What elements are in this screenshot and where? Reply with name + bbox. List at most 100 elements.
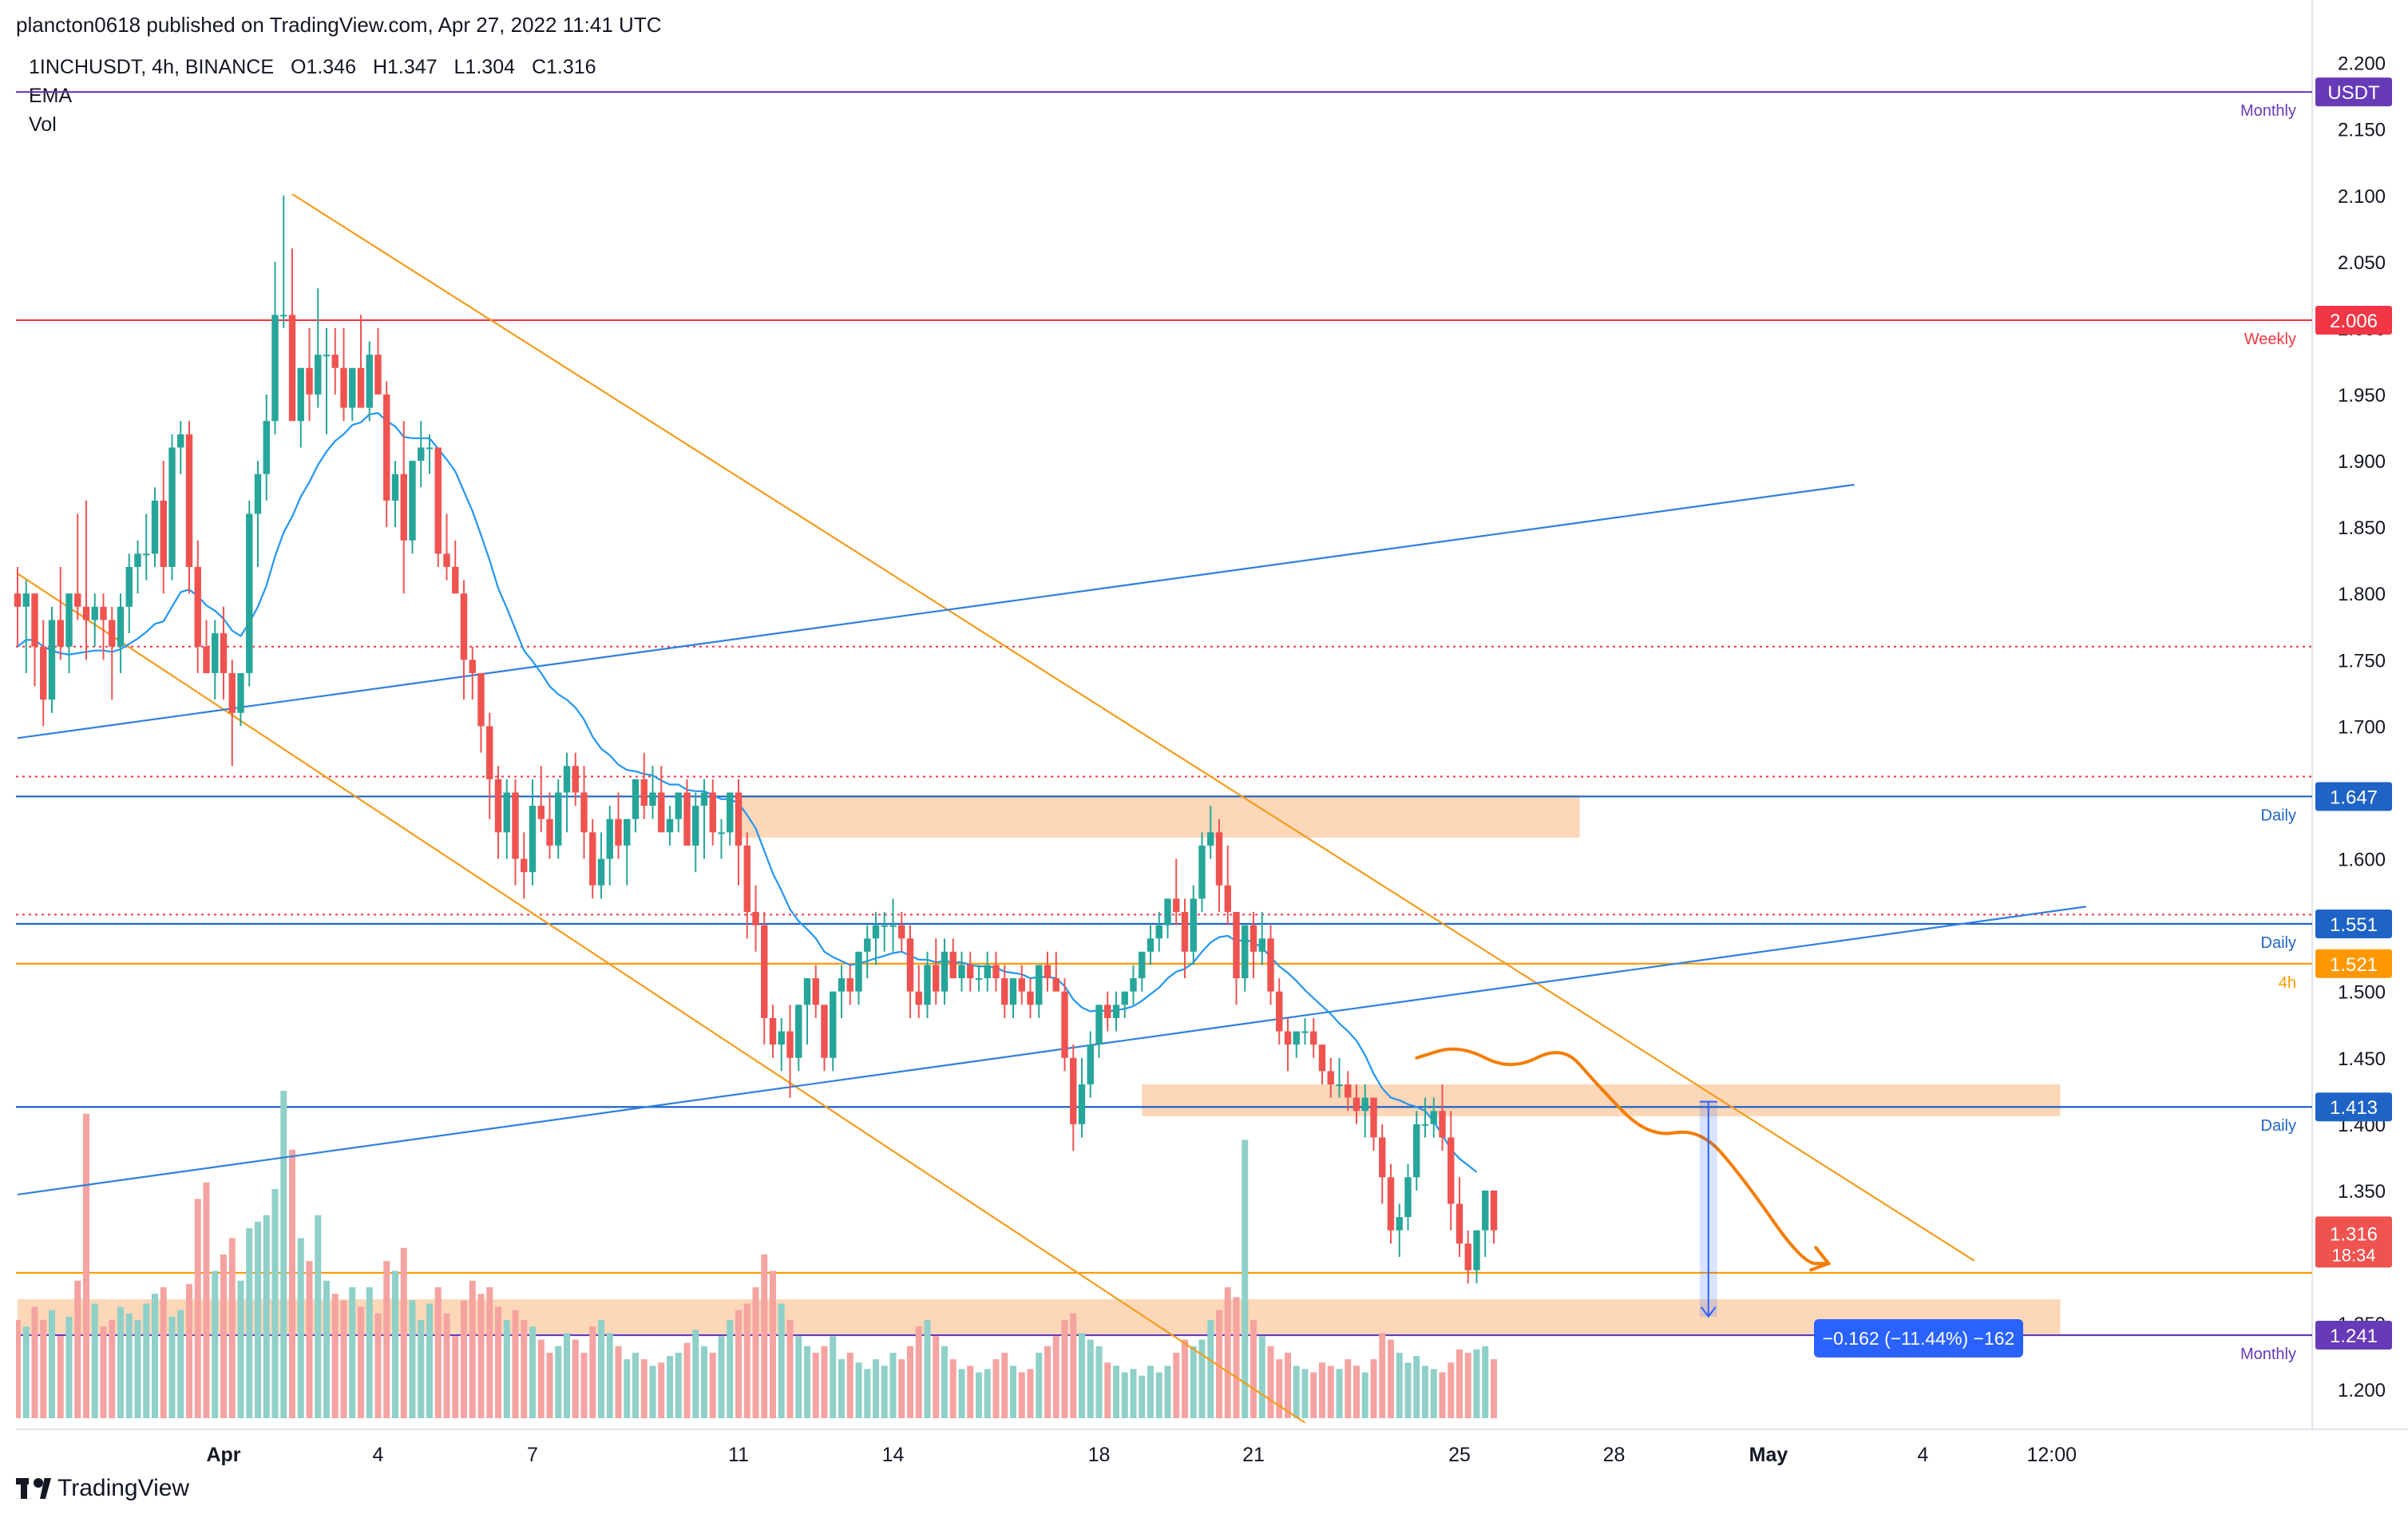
candle (1258, 938, 1265, 952)
volume-bar (1250, 1320, 1257, 1418)
candle (1473, 1230, 1480, 1270)
candle (700, 792, 708, 807)
volume-bar (864, 1369, 871, 1418)
projection-arrowhead (1809, 1246, 1832, 1272)
volume-bar (91, 1303, 98, 1418)
volume-bar (366, 1287, 373, 1418)
volume-bar (821, 1346, 828, 1418)
candle (185, 434, 193, 567)
volume-bar (1473, 1349, 1480, 1418)
volume-bar (1422, 1365, 1428, 1418)
volume-bar (1010, 1365, 1016, 1418)
y-tick-label: 2.150 (2338, 120, 2386, 141)
candle (228, 672, 236, 713)
candle (718, 832, 725, 834)
volume-bar (74, 1280, 81, 1418)
volume-bar (512, 1310, 519, 1418)
volume-bar (812, 1353, 819, 1418)
volume-bar (160, 1287, 167, 1418)
price-badge-text-6: 1.241 (2330, 1326, 2378, 1347)
candle (1036, 965, 1043, 1005)
volume-bar (426, 1303, 433, 1418)
price-badge-6 (2315, 1321, 2392, 1350)
candle (1276, 991, 1283, 1032)
volume-bar (624, 1359, 631, 1418)
volume-bar (194, 1199, 201, 1418)
volume-bar (718, 1336, 725, 1418)
current-price-countdown: 18:34 (2331, 1245, 2375, 1265)
x-tick-label: 28 (1603, 1444, 1626, 1466)
candle (1130, 978, 1137, 992)
candle (1061, 991, 1068, 1058)
candle (1215, 832, 1223, 886)
candle (984, 965, 991, 979)
volume-bar (1155, 1372, 1162, 1418)
volume-bar (1448, 1362, 1455, 1418)
volume-bar (898, 1359, 905, 1418)
volume-bar (1336, 1369, 1343, 1418)
volume-bar (761, 1254, 768, 1418)
candle (1490, 1190, 1498, 1231)
volume-bar (125, 1313, 133, 1418)
candle (967, 965, 974, 979)
candle (443, 553, 450, 567)
volume-bar (727, 1320, 734, 1418)
x-tick-label: 25 (1448, 1444, 1471, 1466)
candle (434, 447, 442, 554)
candle (1439, 1111, 1446, 1138)
volume-bar (949, 1359, 956, 1418)
tradingview-brand: TradingView (57, 1475, 190, 1501)
volume-bar (683, 1342, 691, 1418)
candle (555, 792, 562, 846)
candle (537, 806, 545, 819)
candle (1018, 978, 1025, 992)
candle (168, 447, 176, 567)
legend-vol[interactable]: Vol (29, 113, 57, 136)
candle (941, 951, 949, 992)
volume-bar (1087, 1339, 1094, 1418)
volume-bar (537, 1339, 545, 1418)
volume-bar (495, 1306, 501, 1418)
candle (1052, 978, 1059, 992)
candle (31, 593, 38, 647)
candle (109, 620, 116, 647)
volume-bar (1258, 1336, 1265, 1418)
level-tag-5: Daily (2261, 1117, 2296, 1135)
volume-bar (967, 1365, 974, 1418)
volume-bar (1430, 1369, 1437, 1418)
legend-ema[interactable]: EMA (29, 85, 73, 107)
candle (263, 421, 270, 474)
volume-bar (915, 1326, 922, 1418)
volume-bar (1198, 1339, 1206, 1418)
volume-bar (486, 1287, 493, 1418)
price-badge-text-3: 1.551 (2330, 914, 2378, 936)
candle (683, 792, 691, 846)
candle (1233, 912, 1240, 979)
volume-bar (228, 1238, 236, 1418)
volume-bar (873, 1359, 879, 1418)
candle (452, 567, 459, 594)
volume-bar (992, 1359, 1000, 1418)
volume-bar (1070, 1313, 1077, 1418)
candle (1095, 1005, 1103, 1045)
candle (1464, 1243, 1471, 1270)
candle (795, 1005, 802, 1058)
candle (709, 792, 716, 833)
volume-bar (1379, 1333, 1386, 1418)
candle (1413, 1124, 1420, 1178)
volume-bar (1345, 1359, 1352, 1418)
candle (727, 792, 734, 833)
volume-bar (1190, 1346, 1197, 1418)
candle (872, 925, 880, 939)
volume-bar (100, 1326, 107, 1418)
volume-bar (212, 1270, 219, 1418)
candle (357, 367, 365, 408)
candle (1044, 965, 1052, 979)
legend-symbol-row[interactable]: 1INCHUSDT, 4h, BINANCE O1.346 H1.347 L1.… (29, 53, 596, 81)
candle (864, 938, 871, 952)
candle (22, 593, 30, 607)
candle (391, 474, 399, 501)
candle (14, 593, 22, 607)
candle (1455, 1203, 1463, 1244)
